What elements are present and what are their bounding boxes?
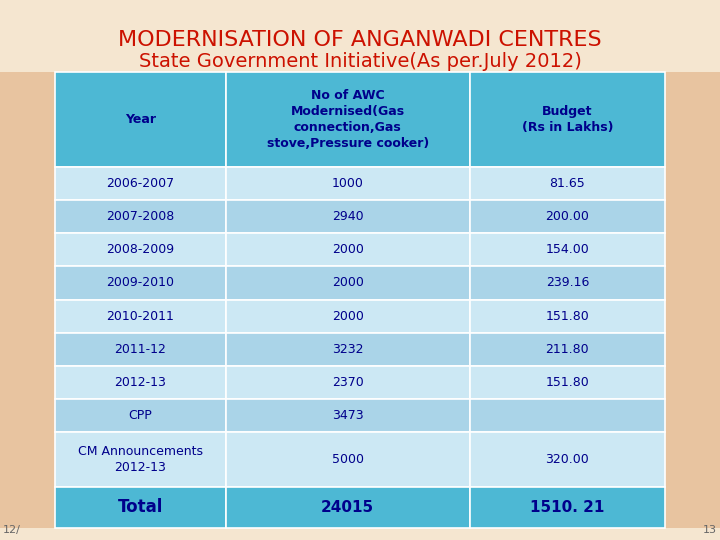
Text: 151.80: 151.80 — [546, 376, 589, 389]
Bar — [470, 72, 665, 167]
Text: 2370: 2370 — [332, 376, 364, 389]
Bar — [226, 333, 470, 366]
Bar — [470, 487, 665, 528]
Text: No of AWC
Modernised(Gas
connection,Gas
stove,Pressure cooker): No of AWC Modernised(Gas connection,Gas … — [266, 89, 429, 150]
Bar — [226, 266, 470, 300]
Bar — [665, 72, 720, 528]
Text: 24015: 24015 — [321, 500, 374, 515]
Text: Total: Total — [117, 498, 163, 516]
Text: Budget
(Rs in Lakhs): Budget (Rs in Lakhs) — [522, 105, 613, 134]
Text: 2009-2010: 2009-2010 — [107, 276, 174, 289]
Text: CM Announcements
2012-13: CM Announcements 2012-13 — [78, 445, 203, 474]
Bar — [55, 487, 226, 528]
Text: 320.00: 320.00 — [546, 453, 589, 466]
Bar — [55, 366, 226, 399]
Bar — [470, 432, 665, 487]
Bar — [55, 167, 226, 200]
Text: MODERNISATION OF ANGANWADI CENTRES: MODERNISATION OF ANGANWADI CENTRES — [118, 30, 602, 50]
Text: 151.80: 151.80 — [546, 309, 589, 322]
Bar — [470, 399, 665, 432]
Bar — [55, 432, 226, 487]
Bar — [55, 399, 226, 432]
Bar — [55, 233, 226, 266]
Text: 2006-2007: 2006-2007 — [107, 177, 174, 190]
Text: 2000: 2000 — [332, 309, 364, 322]
Bar — [226, 72, 470, 167]
Text: State Government Initiative(As per.July 2012): State Government Initiative(As per.July … — [138, 52, 582, 71]
Text: 2007-2008: 2007-2008 — [107, 210, 174, 223]
Text: 2011-12: 2011-12 — [114, 343, 166, 356]
Text: 13: 13 — [703, 525, 717, 535]
Text: 2000: 2000 — [332, 244, 364, 256]
Bar — [470, 333, 665, 366]
Text: 1510. 21: 1510. 21 — [530, 500, 605, 515]
Bar — [55, 333, 226, 366]
Bar — [470, 233, 665, 266]
Text: 1000: 1000 — [332, 177, 364, 190]
Bar — [226, 432, 470, 487]
Text: 211.80: 211.80 — [546, 343, 589, 356]
Text: 2940: 2940 — [332, 210, 364, 223]
Bar — [226, 399, 470, 432]
Bar — [226, 200, 470, 233]
Bar — [55, 72, 226, 167]
Text: 200.00: 200.00 — [546, 210, 590, 223]
Text: 2010-2011: 2010-2011 — [107, 309, 174, 322]
Bar — [55, 300, 226, 333]
Bar — [226, 233, 470, 266]
Text: 5000: 5000 — [332, 453, 364, 466]
Bar — [470, 200, 665, 233]
Bar — [470, 167, 665, 200]
Text: 154.00: 154.00 — [546, 244, 589, 256]
Text: 81.65: 81.65 — [549, 177, 585, 190]
Text: 2008-2009: 2008-2009 — [107, 244, 174, 256]
Text: 12/: 12/ — [3, 525, 21, 535]
Bar — [226, 167, 470, 200]
Text: 239.16: 239.16 — [546, 276, 589, 289]
Bar — [226, 487, 470, 528]
Text: Year: Year — [125, 113, 156, 126]
Text: CPP: CPP — [129, 409, 152, 422]
Text: 2012-13: 2012-13 — [114, 376, 166, 389]
Bar — [226, 366, 470, 399]
Text: 3232: 3232 — [332, 343, 364, 356]
Bar — [55, 266, 226, 300]
Text: 2000: 2000 — [332, 276, 364, 289]
Bar — [0, 72, 55, 528]
Bar — [470, 366, 665, 399]
Bar — [55, 200, 226, 233]
Bar — [470, 300, 665, 333]
Text: 3473: 3473 — [332, 409, 364, 422]
Bar — [470, 266, 665, 300]
Bar — [226, 300, 470, 333]
